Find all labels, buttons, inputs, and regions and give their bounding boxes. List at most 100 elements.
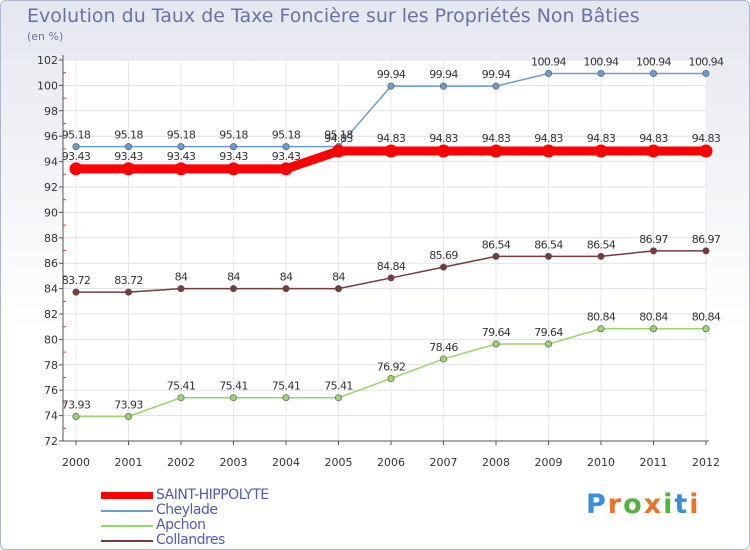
data-point-cheylade <box>492 82 500 90</box>
data-point-saint-hippolyte <box>69 162 83 176</box>
data-label-cheylade: 100.94 <box>636 55 671 68</box>
y-tick-label: 100 <box>37 79 58 92</box>
plot-area <box>63 60 706 441</box>
data-label-saint-hippolyte: 93.43 <box>62 150 91 163</box>
data-point-apchon <box>492 340 500 348</box>
data-point-collandres <box>597 252 605 260</box>
x-tick-label: 2007 <box>430 456 458 469</box>
x-tick-label: 2008 <box>482 456 510 469</box>
logo-letter: i <box>689 489 701 520</box>
data-label-saint-hippolyte: 94.83 <box>482 132 511 145</box>
data-label-saint-hippolyte: 93.43 <box>114 150 143 163</box>
data-point-saint-hippolyte <box>174 162 188 176</box>
data-label-cheylade: 95.18 <box>167 129 196 142</box>
data-label-cheylade: 95.18 <box>114 129 143 142</box>
data-point-apchon <box>439 355 447 363</box>
x-tick-label: 2005 <box>325 456 353 469</box>
data-label-saint-hippolyte: 94.83 <box>534 132 563 145</box>
data-label-collandres: 84 <box>175 271 188 284</box>
data-point-collandres <box>702 247 710 255</box>
data-label-cheylade: 100.94 <box>689 55 724 68</box>
proxiti-logo: Proxiti <box>586 489 701 520</box>
x-tick-label: 2004 <box>272 456 300 469</box>
data-point-saint-hippolyte <box>542 144 555 158</box>
data-label-cheylade: 100.94 <box>584 55 619 68</box>
data-label-cheylade: 95.18 <box>62 129 91 142</box>
data-point-saint-hippolyte <box>384 144 398 158</box>
x-tick-label: 2002 <box>167 456 195 469</box>
legend-label-saint-hippolyte: SAINT-HIPPOLYTE <box>156 487 269 503</box>
data-label-collandres: 86.97 <box>639 233 668 246</box>
legend-swatch-cheylade <box>101 510 153 512</box>
data-point-saint-hippolyte <box>437 144 450 158</box>
x-tick-label: 2010 <box>587 456 615 469</box>
data-label-cheylade: 95.18 <box>324 129 353 142</box>
y-tick-label: 94 <box>44 156 58 169</box>
data-label-cheylade: 99.94 <box>429 68 458 81</box>
data-label-apchon: 75.41 <box>272 380 301 393</box>
data-point-apchon <box>282 394 290 402</box>
data-point-apchon <box>597 325 605 333</box>
data-point-collandres <box>230 285 238 293</box>
data-label-saint-hippolyte: 94.83 <box>377 132 406 145</box>
data-label-collandres: 83.72 <box>62 274 91 287</box>
data-point-saint-hippolyte <box>594 144 608 158</box>
data-label-apchon: 76.92 <box>377 361 406 374</box>
data-label-apchon: 75.41 <box>167 380 196 393</box>
data-point-cheylade <box>72 143 80 151</box>
data-point-collandres <box>282 285 290 293</box>
logo-letter: t <box>674 489 690 520</box>
data-label-apchon: 79.64 <box>534 326 563 339</box>
legend-item-saint-hippolyte: SAINT-HIPPOLYTE <box>101 487 361 504</box>
data-label-apchon: 78.46 <box>429 341 458 354</box>
data-label-collandres: 83.72 <box>114 274 143 287</box>
x-tick-label: 2003 <box>220 456 248 469</box>
data-label-collandres: 86.54 <box>482 238 511 251</box>
data-point-cheylade <box>230 143 238 151</box>
y-tick-label: 78 <box>44 359 58 372</box>
data-label-apchon: 75.41 <box>219 380 248 393</box>
data-label-cheylade: 100.94 <box>531 55 566 68</box>
data-label-collandres: 86.54 <box>587 238 616 251</box>
data-point-apchon <box>72 412 80 420</box>
x-tick-label: 2012 <box>692 456 720 469</box>
x-tick-label: 2000 <box>62 456 90 469</box>
data-point-saint-hippolyte <box>332 144 345 158</box>
data-point-collandres <box>544 252 552 260</box>
data-point-cheylade <box>125 143 133 151</box>
data-point-collandres <box>492 252 500 260</box>
data-point-saint-hippolyte <box>279 162 293 176</box>
x-tick-label: 2006 <box>377 456 405 469</box>
x-tick-label: 2001 <box>115 456 143 469</box>
data-point-saint-hippolyte <box>489 144 503 158</box>
data-point-apchon <box>544 340 552 348</box>
data-point-saint-hippolyte <box>227 162 240 176</box>
data-point-saint-hippolyte <box>699 144 713 158</box>
data-label-collandres: 84 <box>280 271 293 284</box>
logo-letter: o <box>623 489 644 520</box>
y-tick-label: 84 <box>44 283 58 296</box>
legend-swatch-apchon <box>101 525 153 527</box>
legend-label-collandres: Collandres <box>156 532 225 548</box>
logo-letter: P <box>586 489 608 520</box>
data-point-cheylade <box>439 82 447 90</box>
data-point-cheylade <box>387 82 395 90</box>
data-point-saint-hippolyte <box>647 144 660 158</box>
data-point-collandres <box>177 285 185 293</box>
y-tick-label: 86 <box>44 257 58 270</box>
y-tick-label: 96 <box>44 130 58 143</box>
data-label-collandres: 84.84 <box>377 260 406 273</box>
data-point-collandres <box>125 288 133 296</box>
data-label-cheylade: 95.18 <box>219 129 248 142</box>
data-point-cheylade <box>597 69 605 77</box>
data-label-saint-hippolyte: 94.83 <box>639 132 668 145</box>
data-label-saint-hippolyte: 94.83 <box>324 132 353 145</box>
y-tick-label: 92 <box>44 181 58 194</box>
y-tick-label: 102 <box>37 54 58 67</box>
logo-letter: i <box>663 489 675 520</box>
data-point-collandres <box>439 263 447 271</box>
data-label-collandres: 84 <box>227 271 240 284</box>
legend-swatch-saint-hippolyte <box>101 492 153 499</box>
data-label-collandres: 84 <box>332 271 345 284</box>
